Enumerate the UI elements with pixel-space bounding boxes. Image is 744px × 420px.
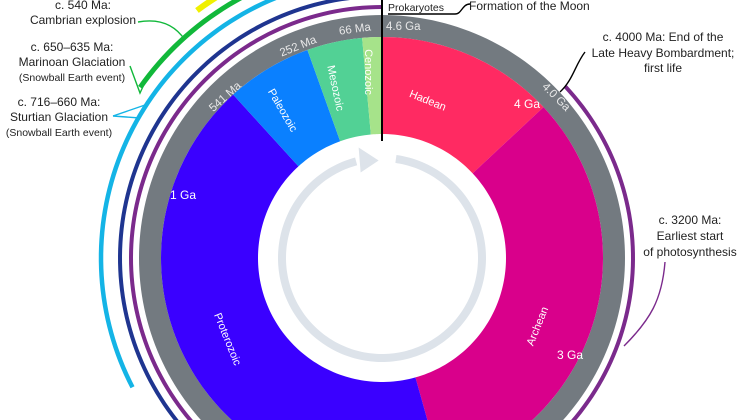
eon-sector-proterozoic: [161, 94, 428, 420]
label-4600: 4.6 Ga: [386, 21, 421, 33]
annotation-sturtian-3: (Snowball Earth event): [6, 127, 112, 139]
eon-sector-paleozoic: [233, 49, 341, 167]
label-3-ga: 3 Ga: [557, 348, 583, 362]
life-rings: [98, 0, 635, 420]
label-1-ga: 1 Ga: [170, 188, 196, 202]
annotation-cambrian-2: Cambrian explosion: [30, 13, 136, 27]
annotation-photo-2: Earliest start: [657, 229, 724, 243]
arrowhead: [358, 147, 379, 173]
life-ring-land-plants: [195, 0, 218, 13]
annotation-lhb-1: c. 4000 Ma: End of the: [603, 30, 724, 44]
annotation-moon: Formation of the Moon: [469, 0, 590, 13]
pointer-lines: [112, 0, 666, 347]
life-ring-multicellular: [98, 0, 277, 389]
eon-sector-mesozoic: [307, 37, 371, 142]
annotation-photo-3: of photosynthesis: [643, 245, 736, 259]
annotation-lhb-3: first life: [644, 61, 682, 75]
annotation-cambrian-1: c. 540 Ma:: [55, 0, 111, 12]
arrow-ring: [278, 155, 486, 362]
life-ring-animals: [138, 0, 243, 89]
annotation-lhb-2: Late Heavy Bombardment;: [592, 46, 735, 60]
eon-sector-cenozoic: [362, 37, 382, 135]
eon-label-cenozoic: Cenozoic: [362, 49, 374, 95]
annotation-photo-1: c. 3200 Ma:: [659, 213, 722, 227]
time-ring: [139, 15, 625, 420]
eon-sector-hadean: [382, 37, 544, 174]
clockwise-arrow-icon: [278, 147, 486, 362]
annotation-marinoan-3: (Snowball Earth event): [19, 72, 125, 84]
annotation-marinoan-1: c. 650–635 Ma:: [31, 40, 114, 54]
annotation-sturtian-2: Sturtian Glaciation: [10, 110, 108, 124]
label-4-ga: 4 Ga: [514, 97, 540, 111]
eon-sectors: [139, 15, 625, 420]
label-66: 66 Ma: [338, 21, 372, 37]
eon-sector-archean: [415, 107, 603, 420]
annotation-sturtian-1: c. 716–660 Ma:: [18, 95, 101, 109]
annotation-prokaryotes: Prokaryotes: [388, 2, 444, 14]
annotation-marinoan-2: Marinoan Glaciation: [19, 55, 126, 69]
